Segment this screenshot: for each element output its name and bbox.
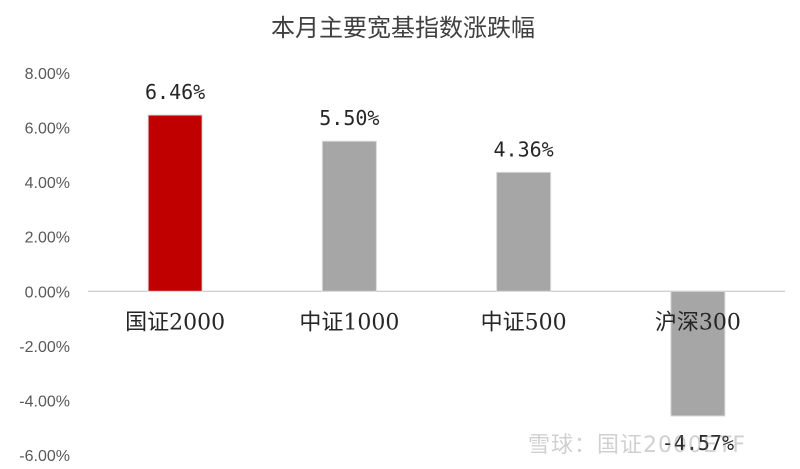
category-label: 沪深300 xyxy=(655,310,741,335)
value-label: 5.50% xyxy=(319,106,379,130)
watermark: 雪球：国证2000ETF xyxy=(528,433,746,458)
y-tick-label: -6.00% xyxy=(19,448,70,465)
y-tick-label: 6.00% xyxy=(25,121,70,138)
y-tick-label: -4.00% xyxy=(19,393,70,410)
y-tick-label: 2.00% xyxy=(25,230,70,247)
bar xyxy=(670,290,726,417)
bars xyxy=(147,114,726,417)
bar xyxy=(321,140,377,292)
value-label: 4.36% xyxy=(494,137,554,161)
y-tick-label: -2.00% xyxy=(19,339,70,356)
y-tick-label: 8.00% xyxy=(25,66,70,83)
category-label: 中证500 xyxy=(481,310,567,335)
category-labels: 国证2000 中证1000 中证500 沪深300 xyxy=(125,310,741,335)
category-label: 国证2000 xyxy=(125,310,225,335)
y-tick-label: 0.00% xyxy=(25,284,70,301)
y-axis: 8.00% 6.00% 4.00% 2.00% 0.00% -2.00% -4.00% -6.… xyxy=(19,66,70,465)
value-labels: 6.46% 5.50% 4.36% -4.57% xyxy=(145,80,734,455)
chart-title: 本月主要宽基指数涨跌幅 xyxy=(271,14,535,42)
value-label: 6.46% xyxy=(145,80,205,104)
y-tick-label: 4.00% xyxy=(25,175,70,192)
category-label: 中证1000 xyxy=(299,310,399,335)
value-label: -4.57% xyxy=(662,431,734,455)
bar xyxy=(496,171,552,292)
bar xyxy=(147,114,203,292)
